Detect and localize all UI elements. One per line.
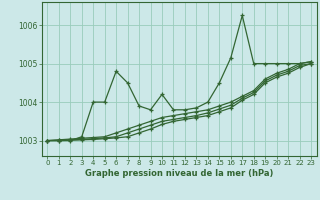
X-axis label: Graphe pression niveau de la mer (hPa): Graphe pression niveau de la mer (hPa): [85, 169, 273, 178]
